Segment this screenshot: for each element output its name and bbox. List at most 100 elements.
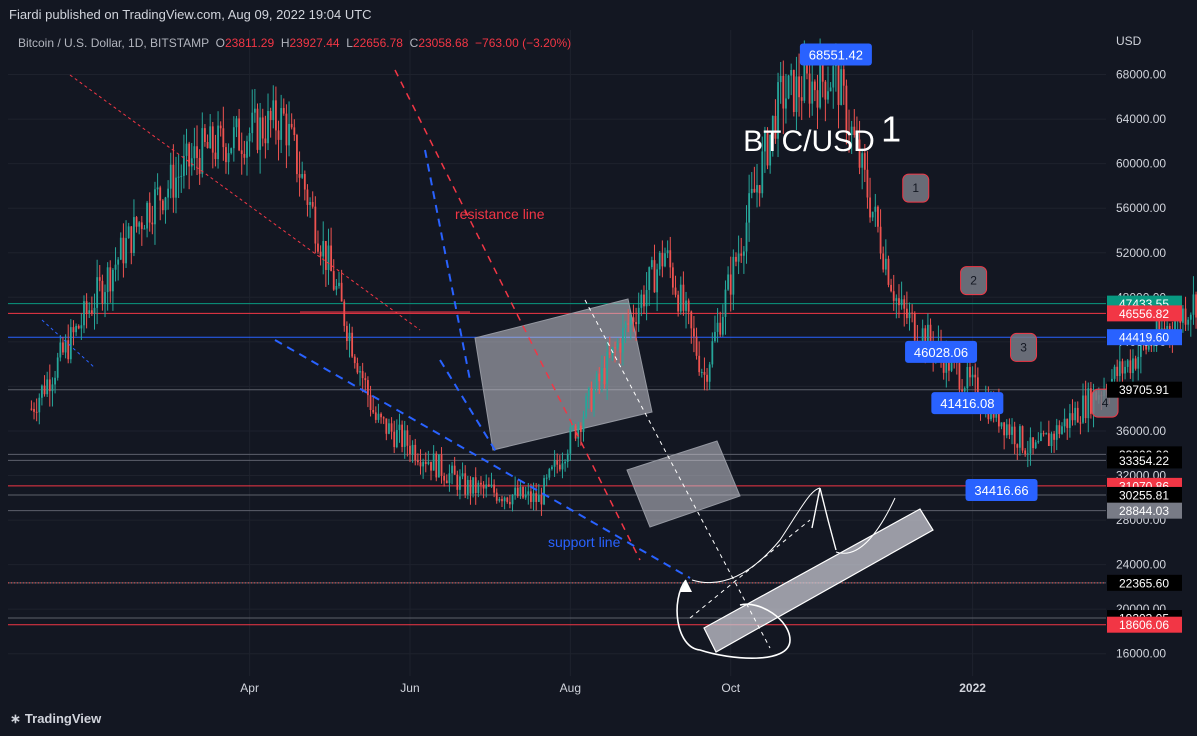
symbol-name[interactable]: Bitcoin / U.S. Dollar, 1D, BITSTAMP [18,36,209,50]
y-tick-label: 16000.00 [1116,647,1166,661]
candle-body [545,477,548,479]
candle-body [83,301,85,326]
candle-body [674,287,677,295]
candle-body [564,461,566,464]
candle-body [204,128,206,142]
candle-body [695,336,698,356]
candle-body [842,69,845,86]
candle-body [790,69,793,76]
candle-body [740,253,743,256]
candle-body [551,466,553,470]
candle-body [277,130,280,140]
candle-body [1058,425,1061,434]
callout-marker-label: 4 [1102,396,1109,410]
candle-body [648,267,651,290]
candle-body [1026,453,1029,455]
candle-body [803,65,806,101]
candle-body [924,328,927,350]
candle-body [253,108,256,113]
candle-body [903,299,906,309]
candle-body [106,267,109,293]
candle-body [700,371,703,373]
candle-body [658,252,661,270]
low-label: L [346,36,353,50]
candle-body [193,146,196,159]
candle-body [1037,441,1040,443]
candle-body [93,307,96,314]
candle-body [112,269,114,292]
candle-body [1132,358,1134,374]
candle-body [556,460,559,465]
candle-body [167,188,170,198]
candle-body [782,75,785,109]
candle-body [35,411,38,413]
candle-body [1124,366,1126,374]
candle-body [1189,314,1192,320]
candle-body [374,412,377,420]
candle-body [67,340,70,360]
candle-body [466,479,469,495]
candle-body [130,226,133,254]
candle-body [582,416,585,433]
candle-body [813,81,816,91]
currency-label: USD [1116,34,1142,48]
candle-body [1016,444,1019,448]
candle-body [225,147,227,163]
candle-body [750,188,753,194]
candle-body [687,300,690,312]
x-tick-label: Oct [721,681,740,695]
candle-body [422,461,425,467]
candle-body [719,322,722,335]
candle-body [758,185,761,194]
candle-body [863,153,866,170]
candle-body [566,453,569,462]
axis-price-tag [1107,305,1182,322]
candle-body [238,118,240,151]
projection-zigzag [811,487,837,551]
candle-body [122,237,125,264]
candle-body [209,126,212,149]
chart-title: BTC/USD [743,125,875,158]
candle-body [777,82,779,139]
candle-body [248,133,251,142]
candle-body [627,323,630,325]
candle-body [598,373,601,382]
red-dotted-trend [69,74,421,331]
candle-body [756,185,758,193]
consolidation-box-2 [474,298,653,451]
candle-body [800,97,803,101]
candle-body [175,177,177,198]
axis-price-tag-label: 18606.06 [1119,618,1169,632]
candle-body [656,269,659,293]
candle-body [958,363,961,390]
candle-body [327,245,330,270]
grid [8,30,1106,676]
candle-body [190,158,193,167]
candle-body [1129,360,1132,374]
candle-body [322,241,325,257]
candle-body [419,462,422,467]
candle-body [971,374,974,378]
candle-body [1076,407,1079,423]
low-value: 22656.78 [352,36,403,50]
candle-body [298,174,301,178]
candle-body [296,135,298,175]
axis-price-tag-label: 22365.60 [1119,576,1169,590]
axis-price-tag [1107,452,1182,469]
candle-body [537,495,540,502]
tradingview-brand[interactable]: TradingView [24,711,102,726]
candle-body [1061,426,1063,434]
candle-body [461,473,464,477]
time-axis[interactable]: AprJunAugOct2022AprJunAugOct2023Apr [240,681,1197,695]
y-tick-label: 56000.00 [1116,201,1166,215]
candle-body [41,385,43,398]
candle-body [753,188,756,193]
candle-body [530,491,532,502]
candle-body [303,174,306,190]
candle-body [227,153,230,163]
candle-body [1000,422,1003,427]
candle-body [435,453,438,478]
candle-body [792,69,795,113]
